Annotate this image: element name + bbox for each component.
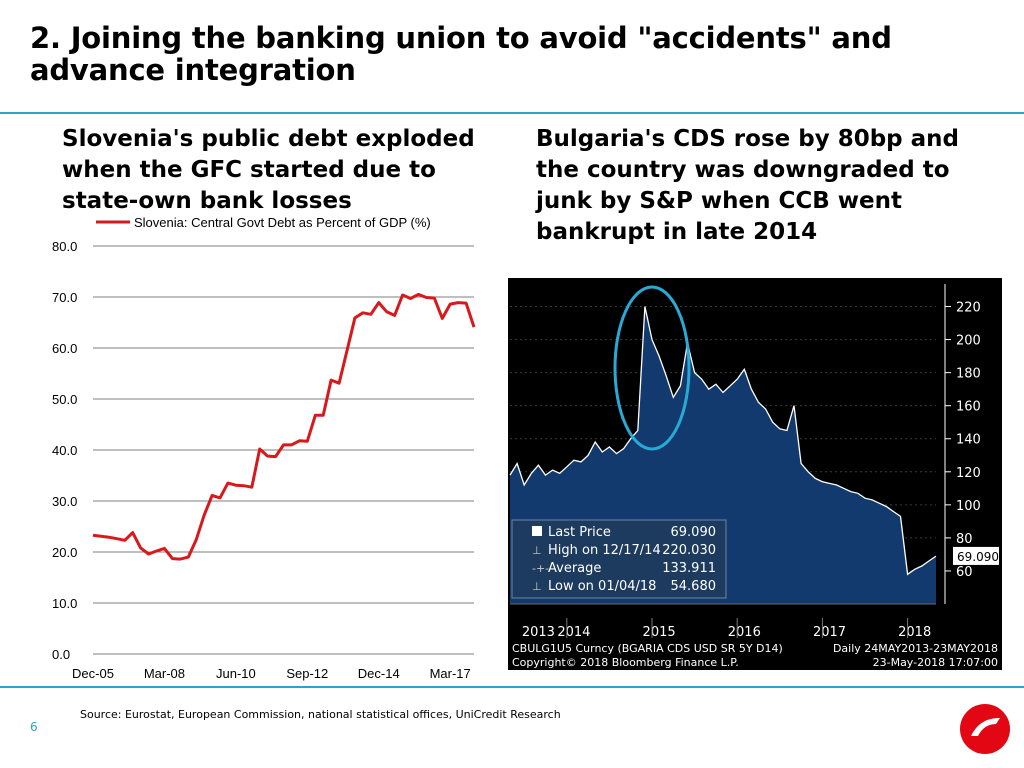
y-tick-label: 10.0 (52, 596, 77, 611)
y-tick-label: 220 (956, 301, 981, 316)
y-tick-label: 40.0 (52, 443, 77, 458)
x-tick-label: 2017 (813, 625, 846, 640)
x-tick-label: Mar-08 (144, 666, 185, 681)
footer-ticker: CBULG1U5 Curncy (BGARIA CDS USD SR 5Y D1… (512, 642, 783, 655)
stat-glyph: -+- (532, 562, 549, 575)
y-tick-label: 0.0 (52, 647, 70, 662)
y-tick-label: 30.0 (52, 494, 77, 509)
last-price-box (953, 546, 999, 565)
y-tick-label: 180 (956, 367, 981, 382)
left-heading: Slovenia's public debt exploded when the… (62, 126, 475, 214)
footer-copyright: Copyright© 2018 Bloomberg Finance L.P. (512, 656, 739, 669)
top-divider (0, 112, 1024, 114)
x-tick-label: 2016 (728, 625, 761, 640)
stat-glyph: ⊥ (532, 544, 542, 557)
footer-timestamp: 23-May-2018 17:07:00 (873, 656, 998, 669)
x-tick-label: Sep-12 (286, 666, 328, 681)
y-tick-label: 80 (956, 532, 973, 547)
stat-label: Last Price (548, 525, 611, 540)
highlight-ellipse (613, 285, 691, 451)
y-tick-label: 160 (956, 400, 981, 415)
stat-value: 133.911 (662, 561, 716, 576)
stat-label: High on 12/17/14 (548, 543, 661, 558)
x-tick-label: Mar-17 (430, 666, 471, 681)
x-tick-label: 2014 (557, 625, 590, 640)
x-tick-label: Dec-14 (358, 666, 400, 681)
y-tick-label: 140 (956, 433, 981, 448)
slide-title: 2. Joining the banking union to avoid "a… (30, 21, 892, 87)
y-tick-label: 100 (956, 499, 981, 514)
source-note: Source: Eurostat, European Commission, n… (80, 708, 561, 721)
stat-glyph: ⊥ (532, 580, 542, 593)
slovenia-debt-chart: 0.0 10.0 20.0 30.0 40.0 50.0 60.0 70.0 80.0 Dec-0… (52, 215, 476, 681)
bank-logo (960, 704, 1010, 754)
right-heading: Bulgaria's CDS rose by 80bp and the coun… (536, 126, 960, 245)
bottom-divider (0, 686, 1024, 688)
stat-value: 54.680 (671, 579, 717, 594)
y-tick-label: 120 (956, 466, 981, 481)
stat-label: Low on 01/04/18 (548, 579, 656, 594)
stat-value: 220.030 (662, 543, 716, 558)
y-tick-label: 60 (956, 565, 973, 580)
y-tick-label: 50.0 (52, 392, 77, 407)
bulgaria-cds-chart: 60 80 100 120 140 160 180 200 220 69.090 2013 2014 2… (508, 278, 1002, 670)
stat-label: Average (548, 561, 601, 576)
page-number: 6 (30, 720, 38, 734)
x-tick-label: 2018 (898, 625, 931, 640)
stats-box (511, 519, 727, 599)
y-tick-label: 60.0 (52, 341, 77, 356)
x-tick-label: 2013 (522, 625, 555, 640)
y-tick-label: 80.0 (52, 239, 77, 254)
y-tick-label: 200 (956, 334, 981, 349)
y-tick-label: 70.0 (52, 290, 77, 305)
debt-series-line (92, 292, 476, 561)
footer-range: Daily 24MAY2013-23MAY2018 (833, 642, 998, 655)
x-tick-label: Jun-10 (216, 666, 256, 681)
legend-label: Slovenia: Central Govt Debt as Percent o… (134, 215, 431, 230)
x-tick-label: 2015 (643, 625, 676, 640)
stat-value: 69.090 (671, 525, 717, 540)
last-price-label: 69.090 (957, 550, 999, 564)
cds-line (509, 306, 937, 576)
x-tick-label: Dec-05 (72, 666, 114, 681)
y-tick-label: 20.0 (52, 545, 77, 560)
last-price-swatch (532, 526, 542, 536)
